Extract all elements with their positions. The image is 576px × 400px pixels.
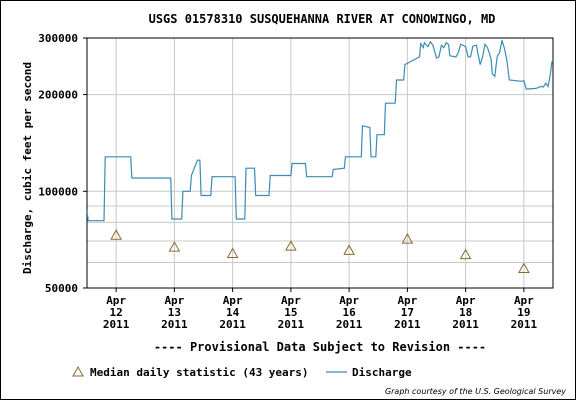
median-triangle-marker: [168, 241, 181, 252]
x-tick-label: Apr: [456, 294, 476, 307]
y-tick-labels: 50000 100000 200000 300000: [38, 32, 87, 295]
x-tick-label: 13: [168, 306, 181, 319]
discharge-series-line: [87, 40, 553, 222]
provisional-notice: ---- Provisional Data Subject to Revisio…: [154, 340, 486, 354]
x-tick-label: 18: [459, 306, 472, 319]
y-tick-label: 100000: [38, 185, 78, 198]
legend-median-label: Median daily statistic (43 years): [90, 366, 309, 379]
median-triangle-marker: [401, 233, 414, 244]
x-tick-labels: Apr122011Apr132011Apr142011Apr152011Apr1…: [103, 288, 538, 331]
x-tick-label: 2011: [394, 318, 421, 331]
median-triangle-marker: [285, 240, 297, 251]
x-tick-label: 17: [401, 306, 414, 319]
y-tick-label: 300000: [38, 32, 78, 45]
x-tick-label: 2011: [161, 318, 188, 331]
y-tick-label: 50000: [45, 282, 78, 295]
x-tick-label: 19: [517, 306, 530, 319]
x-tick-label: 2011: [452, 318, 479, 331]
x-tick-label: 2011: [278, 318, 305, 331]
y-tick-label: 200000: [38, 89, 78, 102]
series-layer: [87, 40, 553, 273]
x-tick-label: 2011: [103, 318, 130, 331]
x-tick-label: Apr: [281, 294, 301, 307]
legend-discharge-label: Discharge: [352, 366, 412, 379]
x-tick-label: 2011: [511, 318, 538, 331]
plot-border: [86, 37, 554, 289]
x-tick-label: 12: [110, 306, 123, 319]
x-tick-label: Apr: [164, 294, 184, 307]
y-axis-label: Discharge, cubic feet per second: [21, 62, 34, 274]
median-triangle-marker: [110, 229, 122, 240]
x-tick-label: 16: [343, 306, 357, 319]
x-tick-label: Apr: [339, 294, 359, 307]
median-triangle-marker: [343, 244, 355, 255]
grid-lines: [87, 38, 553, 288]
median-triangle-marker: [518, 262, 530, 273]
x-tick-label: Apr: [397, 294, 417, 307]
x-tick-label: 15: [284, 306, 297, 319]
x-tick-label: 2011: [336, 318, 363, 331]
x-tick-label: Apr: [514, 294, 534, 307]
x-tick-label: 14: [226, 306, 240, 319]
x-tick-label: Apr: [106, 294, 126, 307]
plot-area: [86, 37, 554, 289]
median-triangle-marker: [226, 247, 239, 259]
legend: Median daily statistic (43 years) Discha…: [72, 365, 412, 379]
chart-title: USGS 01578310 SUSQUEHANNA RIVER AT CONOW…: [149, 12, 496, 26]
x-tick-label: Apr: [223, 294, 243, 307]
credit-text: Graph courtesy of the U.S. Geological Su…: [385, 387, 566, 396]
x-tick-label: 2011: [219, 318, 246, 331]
median-triangle-marker: [459, 248, 472, 260]
triangle-icon: [72, 365, 84, 377]
